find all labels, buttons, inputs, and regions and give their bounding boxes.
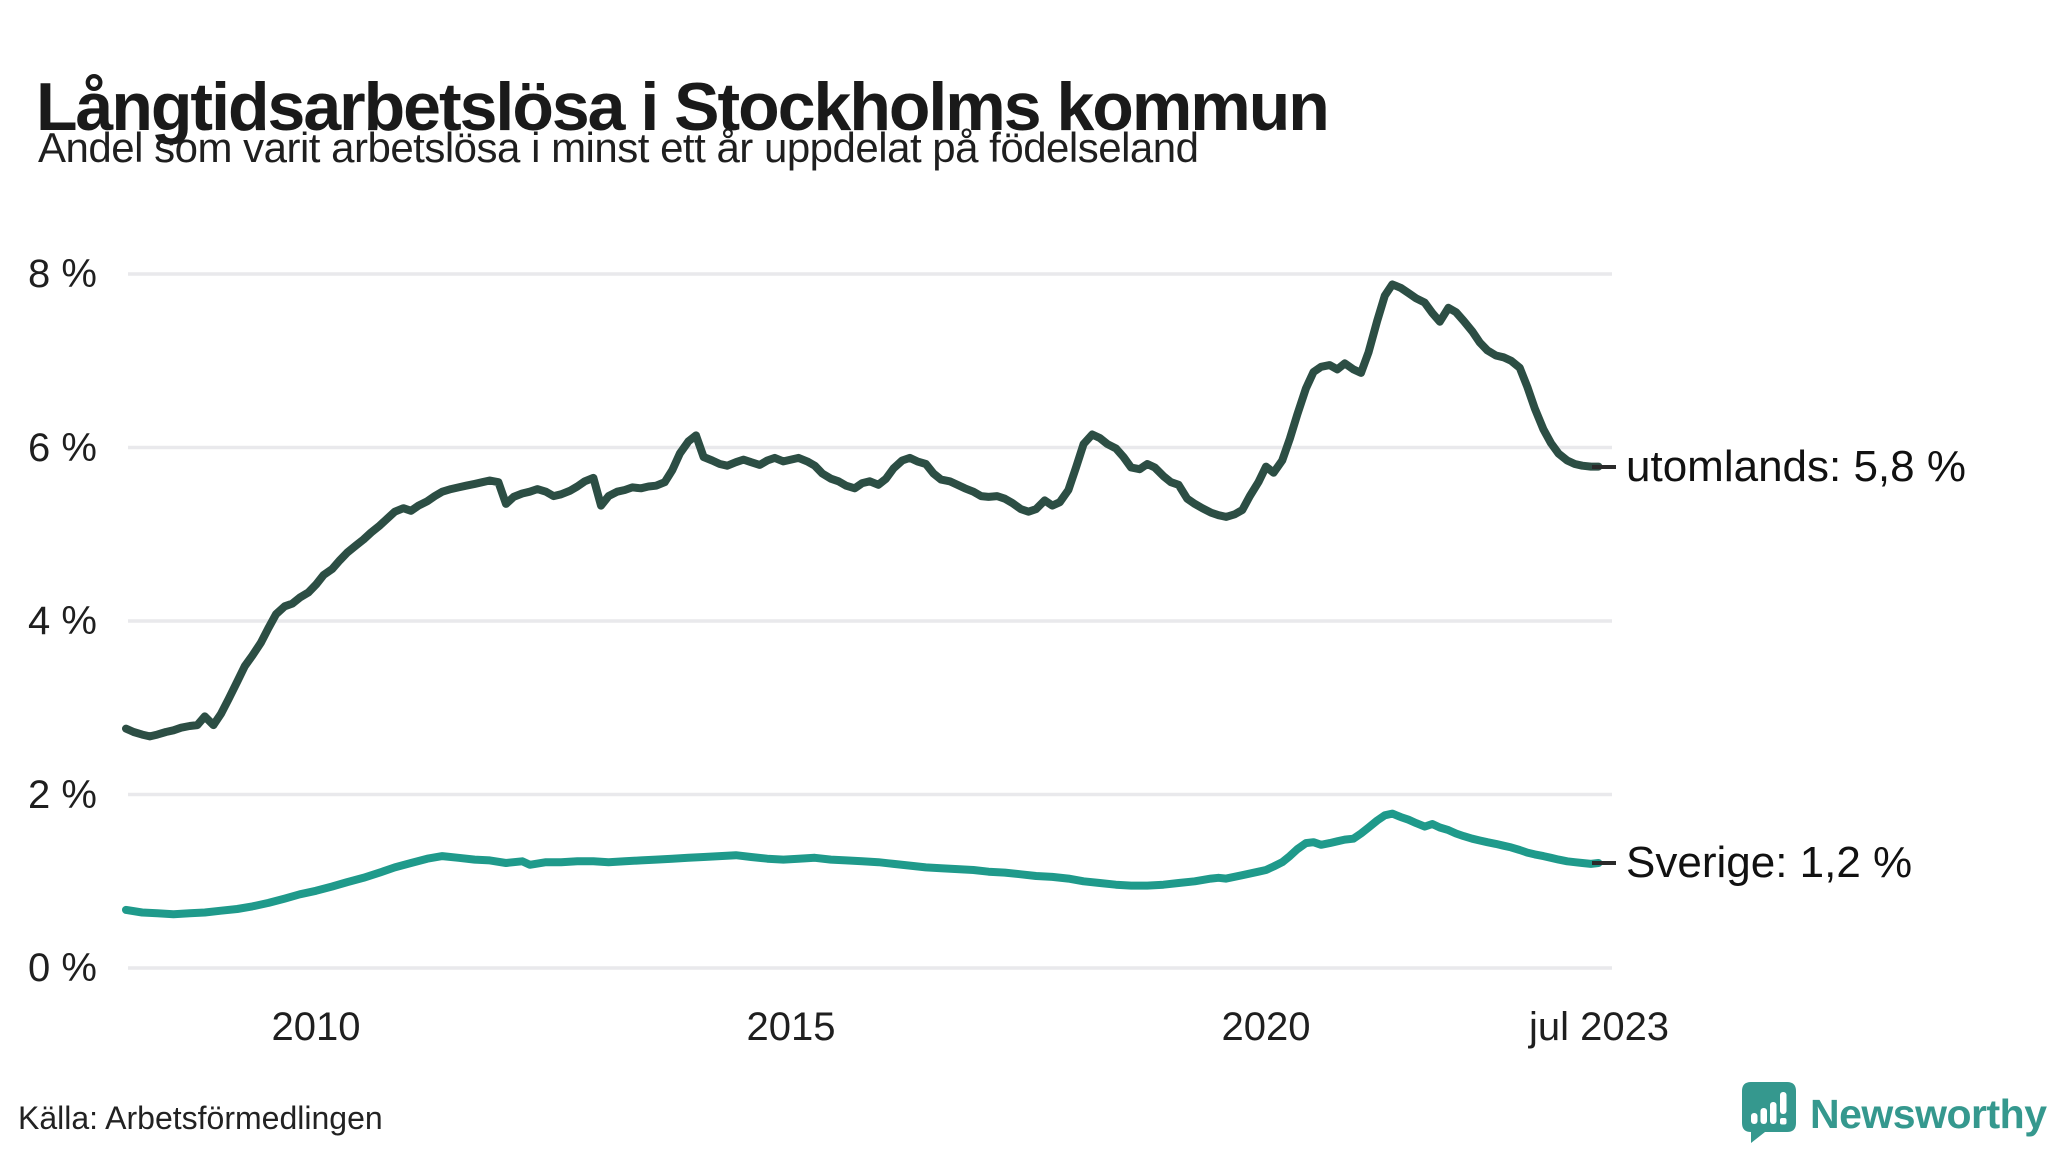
x-tick-label: 2015 (746, 1005, 836, 1049)
series-end-label-text: Sverige: 1,2 % (1626, 838, 1913, 888)
x-tick-label: 2020 (1221, 1005, 1311, 1049)
y-tick-label: 0 % (28, 946, 97, 990)
page-subtitle: Andel som varit arbetslösa i minst ett å… (38, 124, 1199, 171)
y-tick-label: 2 % (28, 772, 97, 817)
x-tick-label: 2010 (271, 1005, 361, 1049)
series-end-label-Sverige: Sverige: 1,2 % (1592, 836, 1912, 890)
y-tick-label: 6 % (28, 425, 97, 470)
label-leader-dash (1592, 861, 1616, 866)
x-tick-label: jul 2023 (1528, 1005, 1670, 1049)
y-tick-label: 4 % (28, 599, 97, 643)
series-end-label-text: utomlands: 5,8 % (1626, 441, 1966, 491)
newsworthy-logo-text: Newsworthy (1810, 1091, 2047, 1137)
series-line-utomlands (122, 280, 1603, 741)
label-leader-dash (1592, 464, 1616, 469)
series-line-Sverige (122, 809, 1603, 919)
series-end-label-utomlands: utomlands: 5,8 % (1592, 440, 1966, 494)
source-note: Källa: Arbetsförmedlingen (18, 1100, 383, 1136)
newsworthy-speech-bubble-bar-chart-icon (1740, 1080, 1798, 1149)
y-tick-label: 8 % (28, 252, 97, 296)
page-title: Långtidsarbetslösa i Stockholms kommun (36, 68, 1330, 145)
newsworthy-logo: Newsworthy (1740, 1080, 2047, 1149)
